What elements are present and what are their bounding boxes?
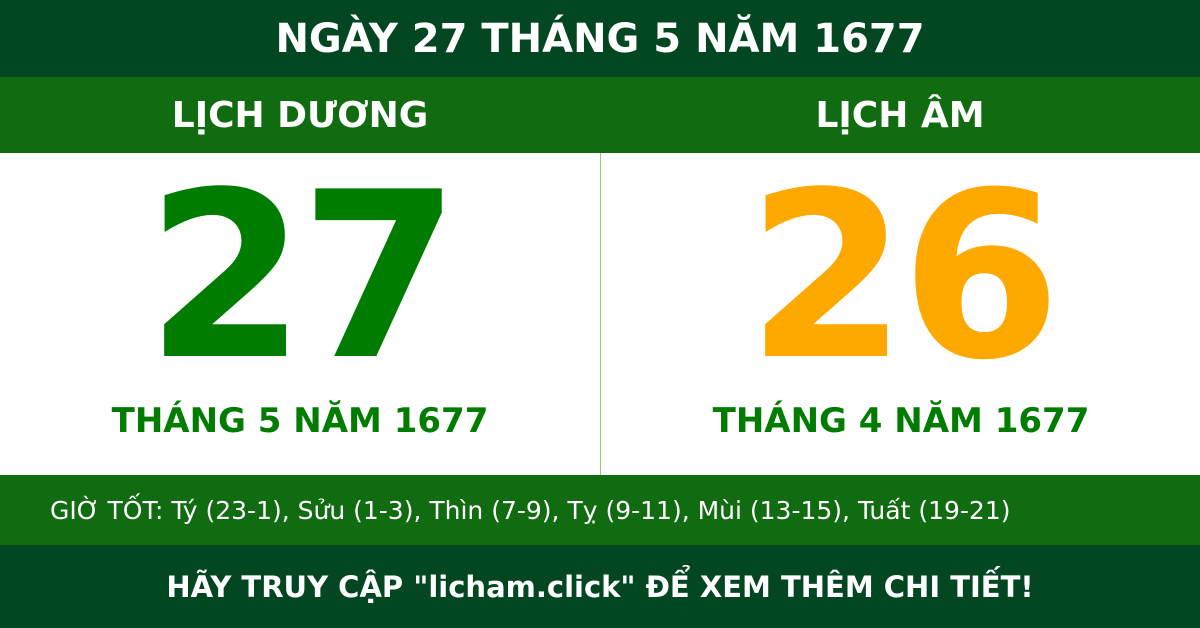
calendar-header-band: LỊCH DƯƠNG LỊCH ÂM	[0, 77, 1200, 153]
lunar-day: 26	[746, 144, 1061, 411]
solar-panel: 27 THÁNG 5 NĂM 1677	[0, 153, 600, 475]
solar-calendar-label: LỊCH DƯƠNG	[171, 94, 429, 136]
solar-month-year: THÁNG 5 NĂM 1677	[111, 401, 489, 441]
lunar-calendar-label: LỊCH ÂM	[815, 94, 985, 136]
footer-cta: HÃY TRUY CẬP "licham.click" ĐỂ XEM THÊM …	[0, 545, 1200, 628]
solar-day: 27	[145, 144, 460, 411]
lunar-panel: 26 THÁNG 4 NĂM 1677	[600, 153, 1200, 475]
good-hours: GIỜ TỐT: Tý (23-1), Sửu (1-3), Thìn (7-9…	[0, 475, 1200, 545]
page-title: NGÀY 27 THÁNG 5 NĂM 1677	[0, 0, 1200, 77]
lunar-month-year: THÁNG 4 NĂM 1677	[712, 401, 1090, 441]
